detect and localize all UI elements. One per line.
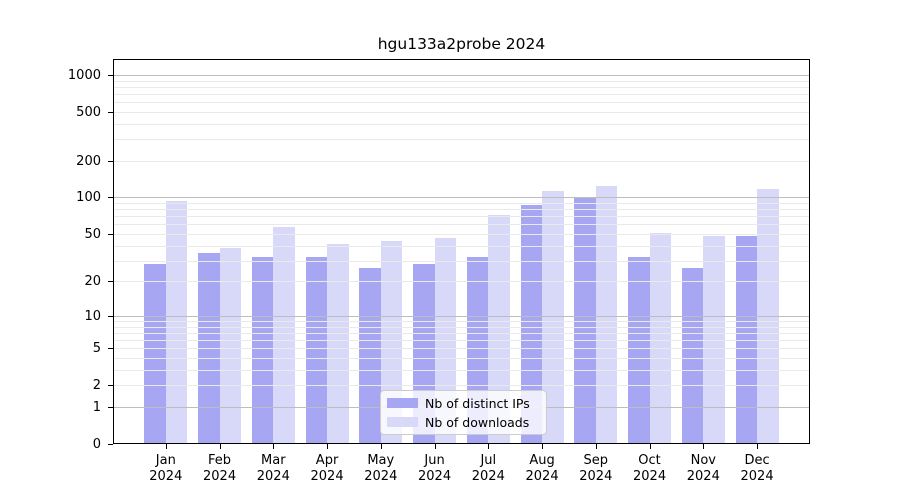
- minor-gridline: [113, 358, 810, 359]
- minor-gridline: [113, 333, 810, 334]
- x-tick-label-may: May 2024: [364, 453, 398, 485]
- x-tick-mark: [488, 444, 489, 449]
- y-tick-label: 0: [92, 437, 101, 452]
- x-tick-label-dec: Dec 2024: [740, 453, 774, 485]
- minor-gridline: [113, 321, 810, 322]
- minor-gridline: [113, 87, 810, 88]
- major-gridline: [113, 316, 810, 317]
- bar-distinct-ips-oct: [628, 257, 650, 443]
- legend-row-downloads: Nb of downloads: [387, 415, 538, 430]
- bar-distinct-ips-nov: [681, 267, 704, 443]
- minor-gridline: [113, 385, 810, 386]
- bar-distinct-ips-dec: [735, 236, 758, 443]
- y-tick-mark: [108, 348, 113, 349]
- y-tick-label: 200: [76, 153, 101, 169]
- minor-gridline: [113, 216, 810, 217]
- x-tick-mark: [273, 444, 274, 449]
- minor-gridline: [113, 203, 810, 204]
- y-tick-mark: [108, 444, 113, 445]
- y-tick-label: 1: [92, 399, 101, 415]
- legend-swatch-distinct-ips: [387, 398, 418, 408]
- bar-downloads-aug: [542, 191, 564, 443]
- y-tick-label: 1000: [67, 67, 101, 83]
- major-gridline: [113, 75, 810, 76]
- legend-label-downloads: Nb of downloads: [425, 414, 530, 430]
- y-tick-label: 20: [84, 274, 101, 290]
- minor-gridline: [113, 112, 810, 113]
- bar-downloads-mar: [273, 227, 295, 443]
- x-tick-label-nov: Nov 2024: [686, 453, 720, 485]
- y-tick-label: 10: [84, 308, 101, 324]
- minor-gridline: [113, 340, 810, 341]
- x-tick-label-mar: Mar 2024: [256, 453, 290, 485]
- x-tick-label-oct: Oct 2024: [633, 453, 667, 485]
- x-tick-mark: [327, 444, 328, 449]
- x-tick-mark: [596, 444, 597, 449]
- x-tick-mark: [381, 444, 382, 449]
- legend: Nb of distinct IPs Nb of downloads: [380, 390, 547, 435]
- x-tick-mark: [435, 444, 436, 449]
- x-tick-mark: [166, 444, 167, 449]
- minor-gridline: [113, 94, 810, 95]
- minor-gridline: [113, 224, 810, 225]
- major-gridline: [113, 197, 810, 198]
- bar-downloads-apr: [327, 244, 349, 443]
- bar-distinct-ips-mar: [251, 257, 274, 443]
- minor-gridline: [113, 161, 810, 162]
- x-tick-label-jun: Jun 2024: [418, 453, 452, 485]
- minor-gridline: [113, 102, 810, 103]
- legend-swatch-downloads: [387, 417, 418, 427]
- y-tick-label: 2: [92, 378, 101, 394]
- y-tick-mark: [108, 407, 113, 408]
- x-tick-mark: [650, 444, 651, 449]
- minor-gridline: [113, 124, 810, 125]
- legend-label-distinct-ips: Nb of distinct IPs: [425, 395, 530, 411]
- minor-gridline: [113, 209, 810, 210]
- minor-gridline: [113, 261, 810, 262]
- minor-gridline: [113, 139, 810, 140]
- x-tick-label-sep: Sep 2024: [579, 453, 613, 485]
- x-tick-mark: [542, 444, 543, 449]
- x-tick-mark: [220, 444, 221, 449]
- minor-gridline: [113, 234, 810, 235]
- y-tick-mark: [108, 112, 113, 113]
- bar-downloads-oct: [649, 232, 672, 443]
- bar-distinct-ips-jan: [144, 264, 166, 443]
- bar-downloads-sep: [595, 185, 618, 443]
- x-tick-label-jan: Jan 2024: [149, 453, 183, 485]
- bar-distinct-ips-feb: [198, 252, 220, 443]
- y-tick-label: 5: [92, 341, 101, 357]
- y-tick-mark: [108, 281, 113, 282]
- y-tick-mark: [108, 161, 113, 162]
- legend-row-distinct-ips: Nb of distinct IPs: [387, 396, 538, 411]
- minor-gridline: [113, 246, 810, 247]
- minor-gridline: [113, 327, 810, 328]
- x-tick-mark: [703, 444, 704, 449]
- y-tick-mark: [108, 316, 113, 317]
- x-tick-mark: [757, 444, 758, 449]
- y-tick-label: 100: [76, 190, 101, 206]
- bar-downloads-feb: [219, 248, 242, 443]
- y-tick-mark: [108, 197, 113, 198]
- y-tick-label: 50: [84, 226, 101, 242]
- minor-gridline: [113, 81, 810, 82]
- x-tick-label-aug: Aug 2024: [525, 453, 559, 485]
- bar-downloads-nov: [703, 236, 725, 443]
- bar-distinct-ips-aug: [520, 204, 543, 443]
- y-tick-mark: [108, 75, 113, 76]
- x-tick-label-apr: Apr 2024: [310, 453, 344, 485]
- bar-distinct-ips-may: [359, 267, 381, 443]
- y-tick-mark: [108, 385, 113, 386]
- x-tick-label-jul: Jul 2024: [471, 453, 505, 485]
- bar-distinct-ips-sep: [574, 197, 596, 443]
- chart-title: hgu133a2probe 2024: [377, 35, 546, 53]
- x-tick-label-feb: Feb 2024: [203, 453, 237, 485]
- minor-gridline: [113, 281, 810, 282]
- minor-gridline: [113, 370, 810, 371]
- bar-distinct-ips-apr: [305, 257, 328, 443]
- minor-gridline: [113, 348, 810, 349]
- y-tick-label: 500: [76, 104, 101, 120]
- y-tick-mark: [108, 234, 113, 235]
